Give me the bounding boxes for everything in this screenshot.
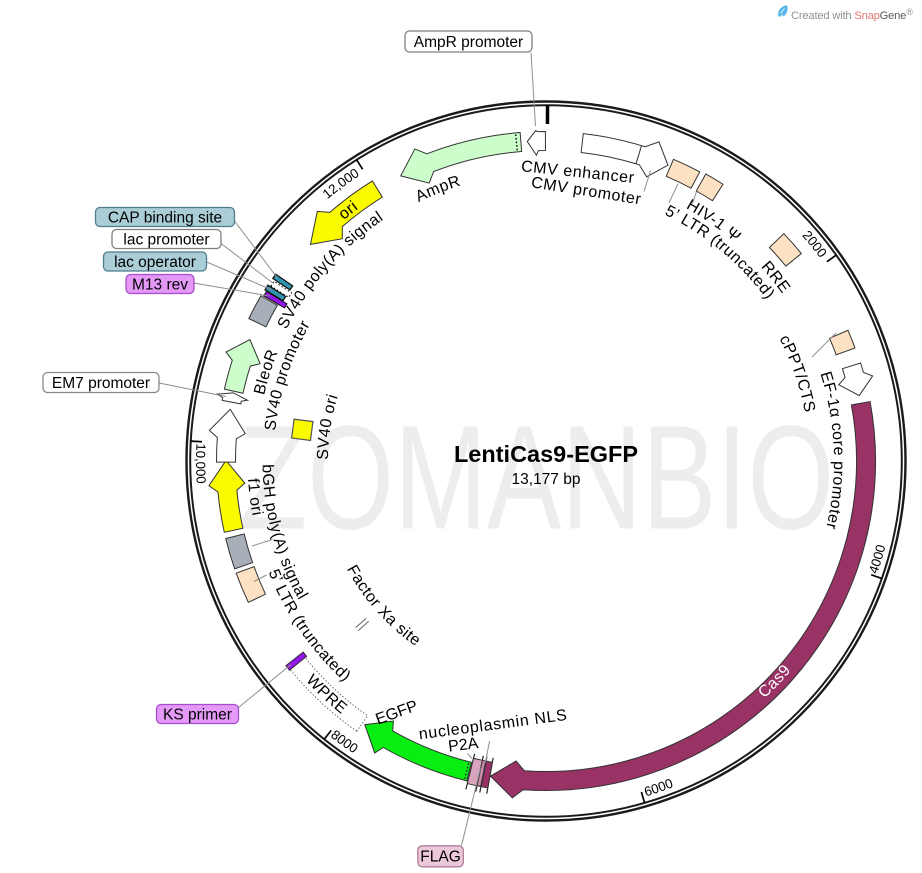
svg-text:f1 ori: f1 ori xyxy=(244,478,265,518)
svg-text:13,177 bp: 13,177 bp xyxy=(512,471,581,488)
svg-text:CAP binding site: CAP binding site xyxy=(108,209,222,226)
svg-text:EM7 promoter: EM7 promoter xyxy=(52,375,150,392)
svg-text:ZOMANBIO: ZOMANBIO xyxy=(239,394,834,560)
svg-text:lac promoter: lac promoter xyxy=(123,231,209,248)
svg-text:Created with SnapGene®: Created with SnapGene® xyxy=(791,7,913,22)
svg-text:LentiCas9-EGFP: LentiCas9-EGFP xyxy=(454,441,638,467)
svg-text:P2A: P2A xyxy=(447,735,479,756)
svg-text:AmpR promoter: AmpR promoter xyxy=(414,34,523,51)
svg-text:FLAG: FLAG xyxy=(420,849,460,866)
svg-text:M13 rev: M13 rev xyxy=(132,276,188,293)
svg-text:10,000: 10,000 xyxy=(193,443,209,484)
svg-text:lac operator: lac operator xyxy=(114,254,196,271)
svg-text:KS primer: KS primer xyxy=(163,706,232,723)
